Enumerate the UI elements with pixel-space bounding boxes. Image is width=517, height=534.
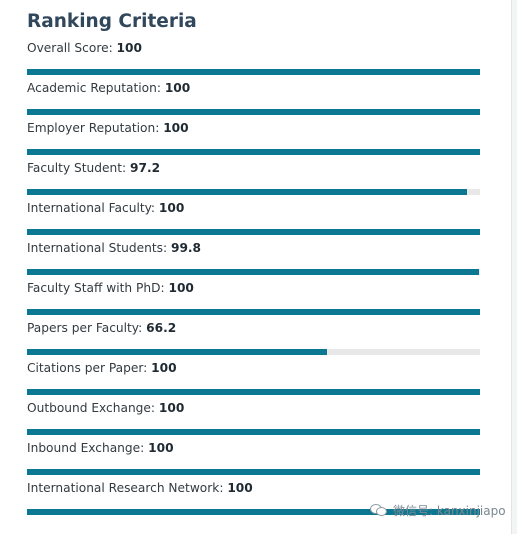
criterion-value: 100 — [116, 41, 142, 55]
criterion-row: Faculty Student: 97.2 — [27, 160, 480, 200]
criterion-value: 66.2 — [146, 321, 177, 335]
criterion-name: Inbound Exchange: — [27, 441, 145, 455]
score-bar-fill — [27, 349, 327, 355]
criterion-name: International Faculty: — [27, 201, 156, 215]
criterion-label: Papers per Faculty: 66.2 — [27, 320, 480, 342]
criterion-label: International Students: 99.8 — [27, 240, 480, 262]
criterion-name: Papers per Faculty: — [27, 321, 143, 335]
score-bar-track — [27, 389, 480, 395]
score-bar-track — [27, 349, 480, 355]
score-bar-fill — [27, 69, 480, 75]
criterion-value: 100 — [148, 441, 174, 455]
criterion-label: Academic Reputation: 100 — [27, 80, 480, 102]
criterion-label: Faculty Staff with PhD: 100 — [27, 280, 480, 302]
wechat-icon — [370, 503, 388, 517]
scrollbar-edge — [511, 0, 517, 534]
score-bar-track — [27, 429, 480, 435]
criterion-label: International Research Network: 100 — [27, 480, 480, 502]
score-bar-fill — [27, 469, 480, 475]
criterion-value: 100 — [227, 481, 253, 495]
criterion-value: 97.2 — [130, 161, 161, 175]
criterion-name: Faculty Student: — [27, 161, 127, 175]
criterion-row: International Research Network: 100 — [27, 480, 480, 520]
score-bar-fill — [27, 269, 480, 275]
criterion-row: Papers per Faculty: 66.2 — [27, 320, 480, 360]
criterion-name: Faculty Staff with PhD: — [27, 281, 165, 295]
criterion-row: Citations per Paper: 100 — [27, 360, 480, 400]
score-bar-track — [27, 69, 480, 75]
criterion-row: Outbound Exchange: 100 — [27, 400, 480, 440]
criterion-label: Inbound Exchange: 100 — [27, 440, 480, 462]
criterion-label: International Faculty: 100 — [27, 200, 480, 222]
criterion-value: 100 — [158, 201, 185, 215]
criterion-name: International Students: — [27, 241, 168, 255]
score-bar-fill — [27, 429, 480, 435]
score-bar-track — [27, 229, 480, 235]
score-bar-track — [27, 309, 480, 315]
criterion-value: 100 — [158, 401, 185, 415]
score-bar-track — [27, 509, 480, 515]
score-bar-fill — [27, 109, 480, 115]
watermark-text: 微信号: kanxinjiapo — [393, 503, 506, 518]
criteria-list: Overall Score: 100 Academic Reputation: 1… — [27, 40, 480, 520]
criterion-row: International Students: 99.8 — [27, 240, 480, 280]
criterion-name: Employer Reputation: — [27, 121, 160, 135]
criterion-label: Employer Reputation: 100 — [27, 120, 480, 142]
criterion-row: International Faculty: 100 — [27, 200, 480, 240]
criterion-row: Academic Reputation: 100 — [27, 80, 480, 120]
score-bar-track — [27, 469, 480, 475]
criterion-label: Overall Score: 100 — [27, 40, 480, 62]
criterion-value: 100 — [164, 81, 191, 95]
criterion-value: 99.8 — [170, 241, 202, 255]
score-bar-track — [27, 109, 480, 115]
criterion-name: Citations per Paper: — [27, 361, 148, 375]
criterion-name: Academic Reputation: — [27, 81, 161, 95]
panel-title: Ranking Criteria — [27, 11, 197, 32]
criterion-name: Overall Score: — [27, 41, 113, 55]
criterion-name: International Research Network: — [27, 481, 224, 495]
watermark: 微信号: kanxinjiapo — [370, 500, 506, 520]
score-bar-track — [27, 189, 480, 195]
criterion-value: 100 — [168, 281, 194, 295]
score-bar-track — [27, 149, 480, 155]
criterion-row: Faculty Staff with PhD: 100 — [27, 280, 480, 320]
score-bar-fill — [27, 149, 480, 155]
criterion-label: Outbound Exchange: 100 — [27, 400, 480, 422]
criterion-row: Employer Reputation: 100 — [27, 120, 480, 160]
criterion-name: Outbound Exchange: — [27, 401, 156, 415]
score-bar-fill — [27, 509, 480, 515]
ranking-criteria-panel: Ranking Criteria Overall Score: 100 Acade… — [27, 10, 480, 520]
criterion-row: Overall Score: 100 — [27, 40, 480, 80]
criterion-label: Citations per Paper: 100 — [27, 360, 480, 382]
score-bar-fill — [27, 389, 480, 395]
criterion-value: 100 — [151, 361, 177, 375]
score-bar-track — [27, 269, 480, 275]
score-bar-fill — [27, 189, 468, 195]
score-bar-fill — [27, 309, 480, 315]
criterion-value: 100 — [163, 121, 189, 135]
score-bar-fill — [27, 229, 480, 235]
criterion-label: Faculty Student: 97.2 — [27, 160, 480, 182]
criterion-row: Inbound Exchange: 100 — [27, 440, 480, 480]
